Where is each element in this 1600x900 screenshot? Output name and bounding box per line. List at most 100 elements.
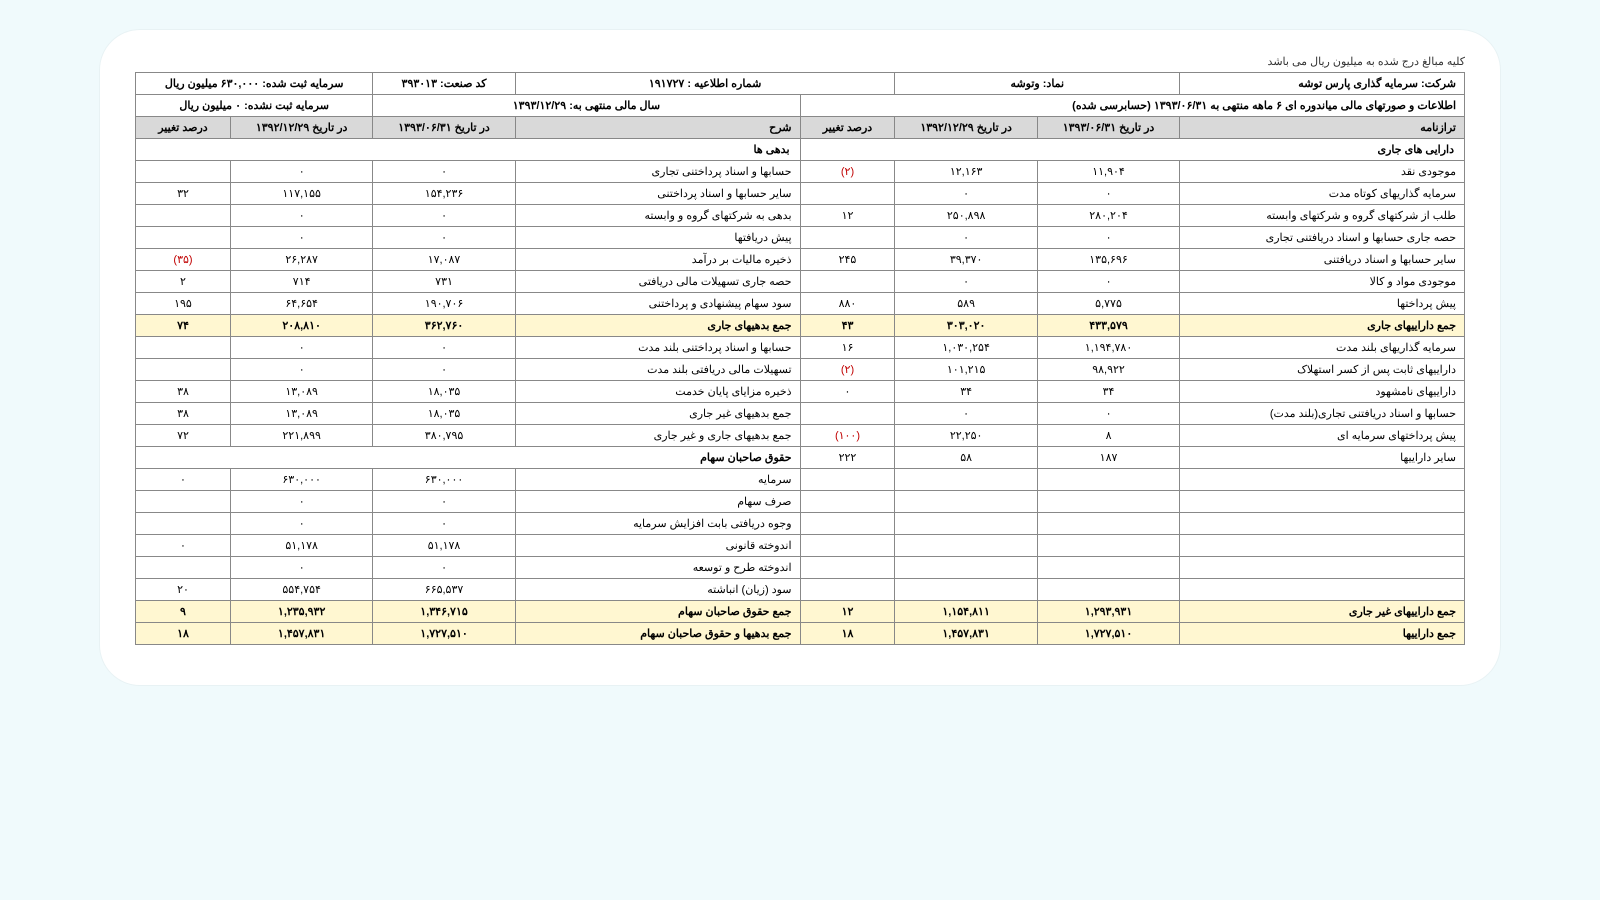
asset-value: ۱,۱۵۴,۸۱۱ <box>895 601 1037 623</box>
liab-label: بدهی به شرکتهای گروه و وابسته <box>515 205 800 227</box>
asset-value: ۲۵۰,۸۹۸ <box>895 205 1037 227</box>
table-row: سرمایه گذاریهای بلند مدت۱,۱۹۴,۷۸۰۱,۰۳۰,۲… <box>136 337 1465 359</box>
asset-label: پیش پرداختها <box>1180 293 1465 315</box>
asset-label: سرمایه گذاریهای بلند مدت <box>1180 337 1465 359</box>
liab-value: ۰ <box>230 491 372 513</box>
liab-pct: ۲ <box>136 271 231 293</box>
liab-label: سرمایه <box>515 469 800 491</box>
table-row: جمع داراییهای جاری۴۳۳,۵۷۹۳۰۳,۰۲۰۴۳جمع بد… <box>136 315 1465 337</box>
asset-label: سرمایه گذاریهای کوتاه مدت <box>1180 183 1465 205</box>
section-liabs: بدهی ها <box>136 139 801 161</box>
asset-value: ۳۴ <box>895 381 1037 403</box>
asset-pct <box>800 183 895 205</box>
liab-pct: ۲۰ <box>136 579 231 601</box>
liab-pct: ۱۸ <box>136 623 231 645</box>
table-row: اندوخته طرح و توسعه۰۰ <box>136 557 1465 579</box>
liab-label: حسابها و اسناد پرداختنی تجاری <box>515 161 800 183</box>
liab-value: ۱,۳۴۶,۷۱۵ <box>373 601 515 623</box>
asset-value: ۳۹,۳۷۰ <box>895 249 1037 271</box>
asset-value <box>1037 579 1179 601</box>
asset-value: ۵,۷۷۵ <box>1037 293 1179 315</box>
asset-pct: (۲) <box>800 161 895 183</box>
asset-value: ۱,۰۳۰,۲۵۴ <box>895 337 1037 359</box>
asset-label: جمع داراییهای غیر جاری <box>1180 601 1465 623</box>
asset-value: ۳۴ <box>1037 381 1179 403</box>
asset-pct: ۲۲۲ <box>800 447 895 469</box>
liab-label: حقوق صاحبان سهام <box>136 447 801 469</box>
liab-value: ۱۱۷,۱۵۵ <box>230 183 372 205</box>
col-a4: درصد تغییر <box>800 117 895 139</box>
liab-label: سایر حسابها و اسناد پرداختنی <box>515 183 800 205</box>
asset-value: ۱,۴۵۷,۸۳۱ <box>895 623 1037 645</box>
table-row: سرمایه۶۳۰,۰۰۰۶۳۰,۰۰۰۰ <box>136 469 1465 491</box>
asset-value: ۰ <box>1037 403 1179 425</box>
liab-pct: ۷۲ <box>136 425 231 447</box>
asset-label <box>1180 557 1465 579</box>
asset-pct: ۰ <box>800 381 895 403</box>
asset-label: طلب از شرکتهای گروه و شرکتهای وابسته <box>1180 205 1465 227</box>
liab-pct: ۳۸ <box>136 403 231 425</box>
asset-value: ۹۸,۹۲۲ <box>1037 359 1179 381</box>
asset-label: سایر حسابها و اسناد دریافتنی <box>1180 249 1465 271</box>
asset-label <box>1180 579 1465 601</box>
liab-value: ۲۰۸,۸۱۰ <box>230 315 372 337</box>
liab-value: ۰ <box>230 337 372 359</box>
asset-label: داراییهای ثابت پس از کسر استهلاک <box>1180 359 1465 381</box>
table-row: موجودی نقد۱۱,۹۰۴۱۲,۱۶۳(۲)حسابها و اسناد … <box>136 161 1465 183</box>
asset-value: ۱,۲۹۳,۹۳۱ <box>1037 601 1179 623</box>
asset-value: ۴۳۳,۵۷۹ <box>1037 315 1179 337</box>
liab-label: جمع بدهیهای غیر جاری <box>515 403 800 425</box>
asset-value: ۱۰۱,۲۱۵ <box>895 359 1037 381</box>
liab-value: ۰ <box>230 161 372 183</box>
liab-value: ۰ <box>373 205 515 227</box>
table-row: داراییهای نامشهود۳۴۳۴۰ذخیره مزایای پایان… <box>136 381 1465 403</box>
asset-value <box>1037 513 1179 535</box>
asset-pct <box>800 535 895 557</box>
table-row: سایر حسابها و اسناد دریافتنی۱۳۵,۶۹۶۳۹,۳۷… <box>136 249 1465 271</box>
liab-value: ۰ <box>230 359 372 381</box>
asset-pct: ۱۶ <box>800 337 895 359</box>
table-row: حصه جاری حسابها و اسناد دریافتنی تجاری۰۰… <box>136 227 1465 249</box>
liab-value: ۱۹۰,۷۰۶ <box>373 293 515 315</box>
col-b2: در تاریخ ۱۳۹۳/۰۶/۳۱ <box>373 117 515 139</box>
liab-value: ۰ <box>230 513 372 535</box>
liab-value: ۱۸,۰۳۵ <box>373 403 515 425</box>
asset-value <box>895 535 1037 557</box>
currency-note: کلیه مبالغ درج شده به میلیون ریال می باش… <box>135 55 1465 68</box>
asset-label <box>1180 513 1465 535</box>
asset-pct <box>800 403 895 425</box>
company-cell: شرکت: سرمایه گذاری پارس توشه <box>1180 73 1465 95</box>
asset-value: ۸ <box>1037 425 1179 447</box>
table-row: صرف سهام۰۰ <box>136 491 1465 513</box>
asset-label: حصه جاری حسابها و اسناد دریافتنی تجاری <box>1180 227 1465 249</box>
liab-label: اندوخته طرح و توسعه <box>515 557 800 579</box>
asset-label: داراییهای نامشهود <box>1180 381 1465 403</box>
liab-value: ۲۶,۲۸۷ <box>230 249 372 271</box>
asset-pct <box>800 513 895 535</box>
asset-value: ۱۱,۹۰۴ <box>1037 161 1179 183</box>
table-row: سرمایه گذاریهای کوتاه مدت۰۰سایر حسابها و… <box>136 183 1465 205</box>
liab-value: ۱,۴۵۷,۸۳۱ <box>230 623 372 645</box>
liab-pct <box>136 491 231 513</box>
table-row: حسابها و اسناد دریافتنی تجاری(بلند مدت)۰… <box>136 403 1465 425</box>
section-assets: دارایی های جاری <box>800 139 1464 161</box>
asset-value: ۰ <box>895 227 1037 249</box>
col-balance: ترازنامه <box>1180 117 1465 139</box>
liab-value: ۱۸,۰۳۵ <box>373 381 515 403</box>
liab-value: ۰ <box>230 557 372 579</box>
table-row: جمع داراییها۱,۷۲۷,۵۱۰۱,۴۵۷,۸۳۱۱۸جمع بدهی… <box>136 623 1465 645</box>
liab-pct: ۷۴ <box>136 315 231 337</box>
liab-value: ۶۳۰,۰۰۰ <box>373 469 515 491</box>
liab-value: ۲۲۱,۸۹۹ <box>230 425 372 447</box>
asset-label: موجودی مواد و کالا <box>1180 271 1465 293</box>
asset-value: ۲۲,۲۵۰ <box>895 425 1037 447</box>
liab-value: ۰ <box>373 337 515 359</box>
liab-label: جمع بدهیهای جاری <box>515 315 800 337</box>
asset-value: ۰ <box>1037 183 1179 205</box>
liab-label: تسهیلات مالی دریافتی بلند مدت <box>515 359 800 381</box>
liab-value: ۶۶۵,۵۳۷ <box>373 579 515 601</box>
fy-cell: سال مالی منتهی به: ۱۳۹۳/۱۲/۲۹ <box>373 95 800 117</box>
symbol-cell: نماد: وتوشه <box>895 73 1180 95</box>
asset-pct: ۱۲ <box>800 601 895 623</box>
asset-value: ۱,۷۲۷,۵۱۰ <box>1037 623 1179 645</box>
